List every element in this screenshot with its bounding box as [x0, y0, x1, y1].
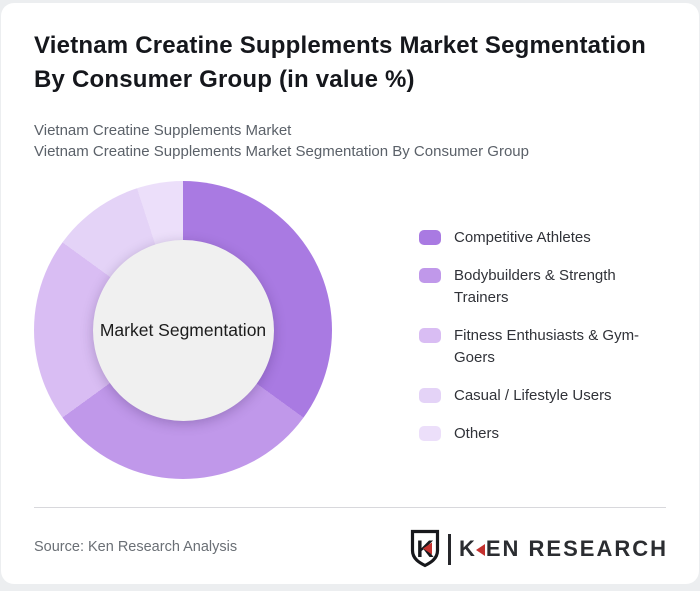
legend-swatch [419, 230, 441, 245]
legend-item: Casual / Lifestyle Users [419, 385, 662, 407]
page-title: Vietnam Creatine Supplements Market Segm… [34, 32, 646, 93]
chart-legend: Competitive Athletes Bodybuilders & Stren… [419, 227, 662, 445]
legend-label: Others [454, 425, 500, 442]
subtitle-block: Vietnam Creatine Supplements Market Viet… [34, 120, 529, 162]
red-arrow-icon [475, 544, 485, 556]
footer-divider [34, 507, 666, 508]
ken-research-logo: K K EN RESEARCH [409, 529, 668, 569]
legend-label: Competitive Athletes [454, 229, 591, 246]
legend-label: Casual / Lifestyle Users [454, 387, 612, 404]
brand-wordmark: K EN RESEARCH [459, 536, 668, 562]
subtitle-line-1: Vietnam Creatine Supplements Market [34, 122, 292, 139]
legend-swatch [419, 328, 441, 343]
donut-chart: Market Segmentation [34, 181, 332, 479]
logo-separator-bar [447, 533, 451, 565]
legend-swatch [419, 426, 441, 441]
shield-k-icon: K [410, 529, 440, 568]
legend-item: Others [419, 423, 662, 445]
legend-label: Fitness Enthusiasts & Gym-Goers [454, 327, 640, 366]
legend-item: Bodybuilders & Strength Trainers [419, 265, 662, 309]
legend-item: Fitness Enthusiasts & Gym-Goers [419, 325, 662, 369]
donut-center: Market Segmentation [92, 239, 274, 421]
brand-letter-k: K [458, 536, 477, 561]
legend-label: Bodybuilders & Strength Trainers [454, 267, 616, 306]
legend-swatch [419, 388, 441, 403]
subtitle-line-2: Vietnam Creatine Supplements Market Segm… [34, 143, 529, 160]
brand-rest: EN RESEARCH [485, 536, 668, 561]
donut-center-label: Market Segmentation [99, 319, 267, 340]
legend-swatch [419, 268, 441, 283]
legend-item: Competitive Athletes [419, 227, 662, 249]
infographic-card: Vietnam Creatine Supplements Market Segm… [1, 3, 699, 584]
source-text: Source: Ken Research Analysis [34, 539, 238, 555]
